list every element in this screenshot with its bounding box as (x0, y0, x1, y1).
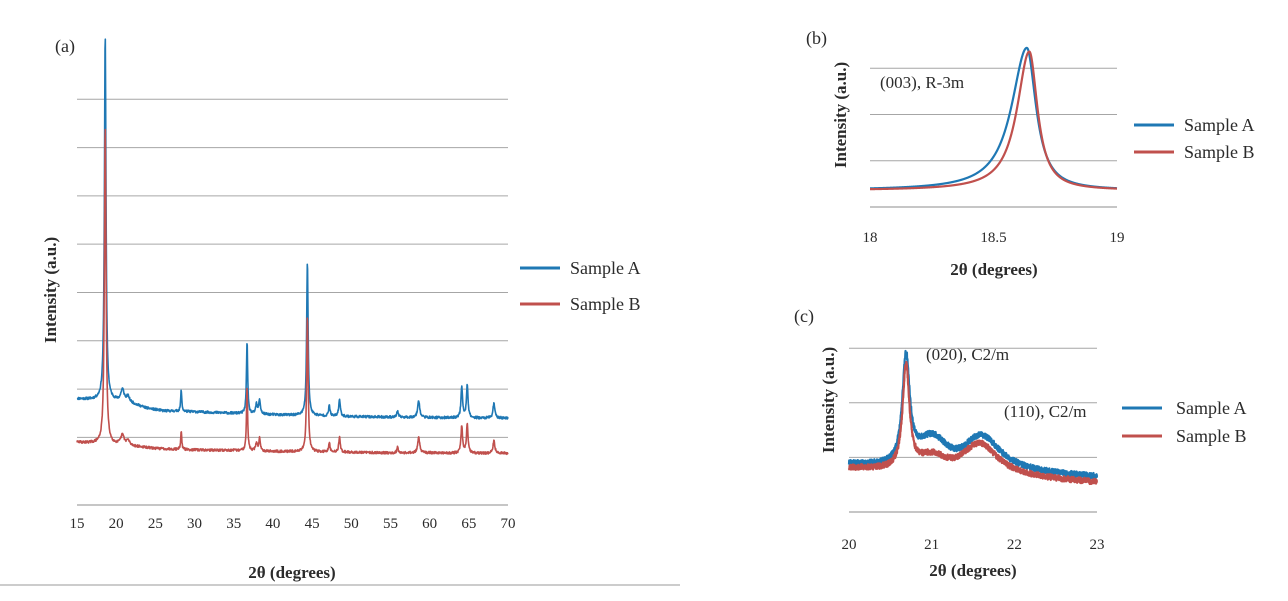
panel-c: (c) 20 21 22 23 (020), C2/m (110), C2/m 2θ … (794, 306, 1247, 580)
panel-a-x-tick-label: 45 (305, 516, 320, 532)
panel-b-x-tick-label: 18.5 (980, 230, 1006, 246)
panel-a-x-tick-label: 60 (422, 516, 437, 532)
panel-a-label: (a) (55, 36, 75, 57)
panel-c-legend-label-sample-a: Sample A (1176, 398, 1247, 418)
panel-a-legend-label-sample-b: Sample B (570, 294, 641, 314)
panel-a-x-tick-label: 30 (187, 516, 202, 532)
panel-b-x-tick-label: 18 (863, 230, 878, 246)
panel-a-x-tick-label: 35 (226, 516, 241, 532)
panel-a-series-sample-b-line (76, 128, 509, 456)
panel-c-x-tick-label: 21 (924, 537, 939, 553)
panel-c-x-tick-label: 23 (1090, 537, 1105, 553)
panel-a-x-tick-label: 40 (265, 516, 280, 532)
panel-a-legend-label-sample-a: Sample A (570, 258, 641, 278)
panel-a-x-tick-label: 55 (383, 516, 398, 532)
panel-c-legend-label-sample-b: Sample B (1176, 426, 1247, 446)
panel-a-x-tick-label: 65 (461, 516, 476, 532)
panel-a-x-tick-label: 25 (148, 516, 163, 532)
panel-b-x-axis-title: 2θ (degrees) (950, 260, 1037, 279)
panel-b-legend: Sample A Sample B (1134, 115, 1255, 162)
panel-b-peak-annotation: (003), R-3m (880, 73, 964, 92)
panel-c-series-sample-a-line (847, 349, 1099, 480)
panel-b-series-sample-a-line (869, 46, 1118, 190)
panel-a-legend: Sample A Sample B (520, 258, 641, 314)
panel-c-peak-annotation-110: (110), C2/m (1004, 402, 1086, 421)
panel-a-x-tick-label: 50 (344, 516, 359, 532)
panel-a-x-tick-label: 20 (109, 516, 124, 532)
panel-a-y-axis-title: Intensity (a.u.) (41, 237, 60, 343)
panel-c-peak-annotation-020: (020), C2/m (926, 345, 1009, 364)
panel-c-legend: Sample A Sample B (1122, 398, 1247, 446)
panel-b-legend-label-sample-a: Sample A (1184, 115, 1255, 135)
panel-b-legend-label-sample-b: Sample B (1184, 142, 1255, 162)
panel-b: (b) 18 18.5 19 (003), R-3m 2θ (degrees) In… (806, 28, 1255, 279)
panel-c-series-sample-b-line (847, 360, 1099, 486)
panel-c-x-tick-label: 22 (1007, 537, 1022, 553)
panel-c-x-tick-label: 20 (842, 537, 857, 553)
panel-a-x-tick-label: 15 (70, 516, 85, 532)
panel-b-y-axis-title: Intensity (a.u.) (831, 62, 850, 168)
panel-a-x-axis-title: 2θ (degrees) (248, 563, 335, 582)
panel-c-label: (c) (794, 306, 814, 327)
panel-a-x-tick-label: 70 (501, 516, 516, 532)
panel-a-series-sample-a-line (76, 38, 509, 420)
panel-a: (a) 15 20 25 30 35 40 45 50 55 60 65 70 2θ (degrees… (0, 36, 680, 586)
panel-c-x-axis-title: 2θ (degrees) (929, 561, 1016, 580)
panel-b-series-sample-b-line (869, 50, 1118, 191)
panel-c-y-axis-title: Intensity (a.u.) (819, 347, 838, 453)
panel-b-label: (b) (806, 28, 827, 49)
panel-b-x-tick-label: 19 (1110, 230, 1125, 246)
